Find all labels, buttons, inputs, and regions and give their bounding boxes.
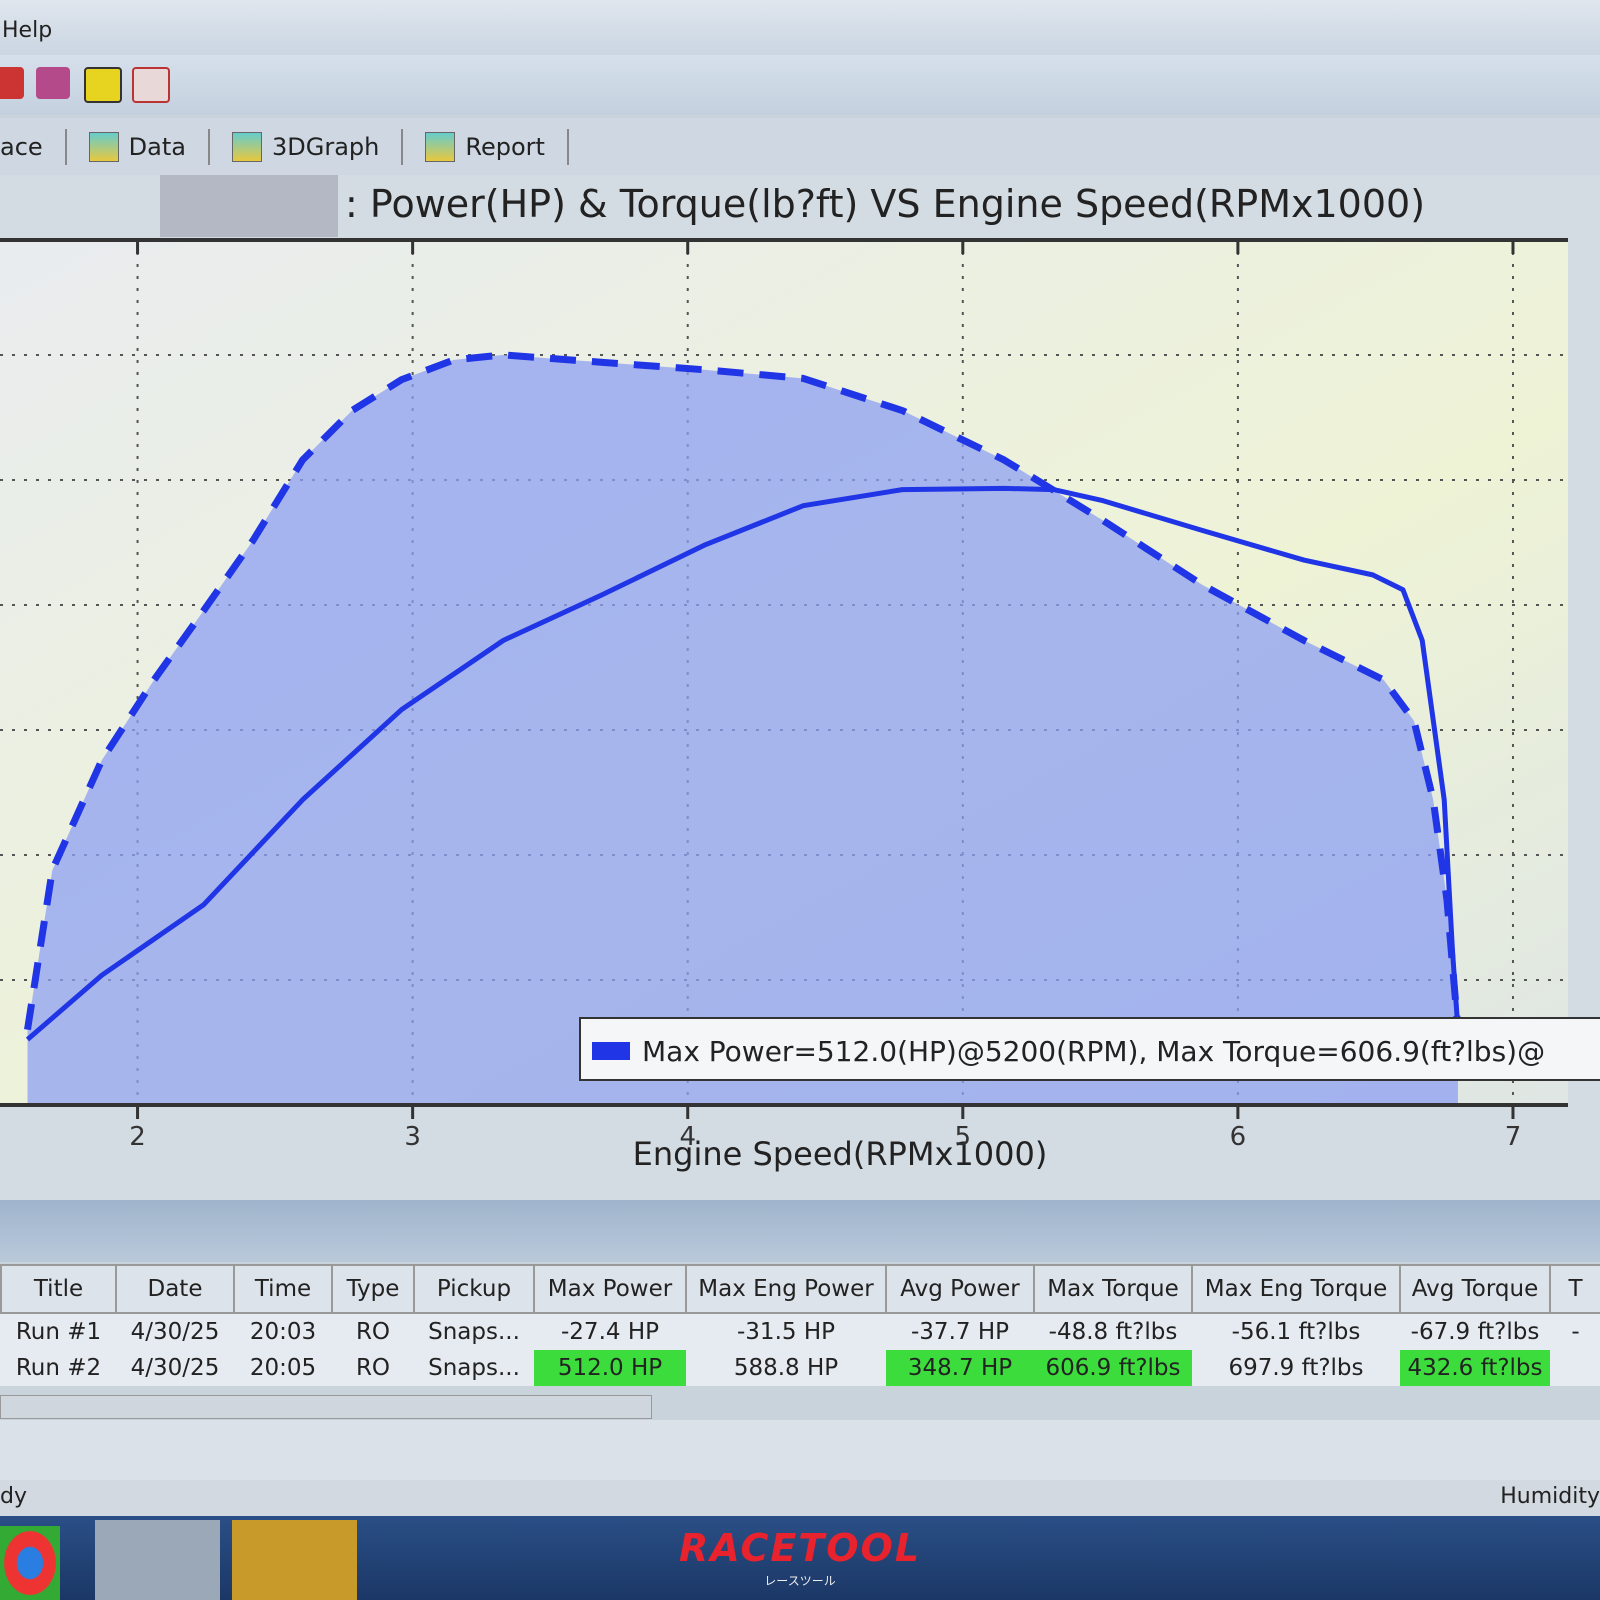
taskbar-app[interactable] (0, 1526, 60, 1600)
table-cell: RO (355, 1319, 391, 1345)
tool-icon[interactable] (36, 67, 70, 99)
redacted-box (160, 175, 338, 237)
area (27, 354, 1458, 1105)
table-cell: 432.6 ft?lbs (1400, 1350, 1550, 1386)
column-header[interactable]: Max Eng Torque (1191, 1264, 1401, 1314)
x-tick-label: 6 (1230, 1122, 1247, 1152)
taskbar (0, 1516, 1600, 1600)
table-cell: -48.8 ft?lbs (1048, 1319, 1178, 1345)
line (25, 485, 1461, 1042)
x-tick-label: 7 (1505, 1122, 1522, 1152)
table-cell: -67.9 ft?lbs (1410, 1319, 1540, 1345)
x-axis-label: Engine Speed(RPMx1000) (633, 1135, 1048, 1173)
column-header[interactable]: Date (115, 1264, 235, 1314)
table-cell: Snaps... (428, 1319, 520, 1345)
x-tick-label: 2 (129, 1122, 146, 1152)
legend-text: Max Power=512.0(HP)@5200(RPM), Max Torqu… (642, 1035, 1545, 1068)
tab[interactable]: ace (0, 129, 67, 165)
panel-divider (0, 1200, 1600, 1262)
column-header[interactable]: Pickup (413, 1264, 535, 1314)
x-tick-label: 3 (404, 1122, 421, 1152)
table-cell: - (1571, 1319, 1580, 1345)
empty-panel (0, 1420, 1600, 1480)
taskbar-app[interactable] (95, 1520, 220, 1600)
column-header[interactable]: Avg Power (885, 1264, 1035, 1314)
tab-label: 3DGraph (271, 133, 380, 161)
table-cell: 20:05 (249, 1355, 317, 1381)
tool-icon[interactable] (132, 67, 170, 103)
taskbar-app[interactable] (232, 1520, 357, 1600)
tool-icon[interactable] (84, 67, 122, 103)
tab-icon (88, 132, 119, 162)
table-cell: -31.5 HP (737, 1319, 835, 1345)
tab-label: Data (128, 133, 186, 161)
toolbar (0, 55, 1600, 115)
column-header[interactable]: Time (233, 1264, 333, 1314)
table-cell: 348.7 HP (886, 1350, 1034, 1386)
legend-box (579, 1017, 1600, 1081)
column-header[interactable]: Type (331, 1264, 415, 1314)
header-row: Title Date Time Type Pickup Max Power Max Eng … (0, 1264, 1600, 1314)
x-tick-label: 5 (955, 1122, 972, 1152)
status-text: Humidity (1500, 1484, 1600, 1509)
tab-icon (231, 132, 262, 162)
table-row[interactable]: Run #1 4/30/25 20:03 RO Snaps... -27.4 HP -31.… (1, 1313, 1600, 1350)
table-row[interactable]: Run #2 4/30/25 20:05 RO Snaps... 512.0 HP 588.… (1, 1350, 1600, 1386)
column-header[interactable]: Max Power (533, 1264, 687, 1314)
tab-label: ace (0, 133, 43, 161)
tab[interactable]: Report (403, 129, 569, 165)
table-cell: Run #2 (15, 1355, 102, 1381)
table-cell: 588.8 HP (733, 1355, 839, 1381)
table-cell: RO (355, 1355, 391, 1381)
column-header[interactable]: Avg Torque (1399, 1264, 1551, 1314)
table-cell: -27.4 HP (561, 1319, 659, 1345)
column-header[interactable]: Max Torque (1033, 1264, 1193, 1314)
watermark: RACETOOL (678, 1526, 922, 1570)
menu-bar: Help (0, 0, 1600, 55)
watermark-sub: レースツール (764, 1574, 836, 1588)
legend-swatch (592, 1042, 630, 1060)
table-cell: 697.9 ft?lbs (1228, 1355, 1364, 1381)
table-cell: 512.0 HP (534, 1350, 686, 1386)
x-tick-label: 4 (679, 1122, 696, 1152)
table-cell: -37.7 HP (911, 1319, 1009, 1345)
scrollbar[interactable] (0, 1395, 652, 1419)
status-bar: dy Humidity (0, 1480, 1600, 1516)
tab-label: Report (465, 133, 545, 161)
status-text: dy (0, 1484, 27, 1509)
table-cell (1550, 1350, 1600, 1386)
tool-icon[interactable] (0, 67, 24, 99)
column-header[interactable]: Title (0, 1264, 117, 1314)
table-cell: 4/30/25 (130, 1319, 220, 1345)
line (24, 351, 1462, 1031)
chart: : Power(HP) & Torque(lb?ft) VS Engine Sp… (0, 175, 1600, 1200)
table-cell: Run #1 (15, 1319, 102, 1345)
tab[interactable]: Data (67, 129, 210, 165)
menu-item[interactable]: Help (2, 18, 53, 43)
table-cell: 606.9 ft?lbs (1034, 1350, 1192, 1386)
table-cell: 4/30/25 (130, 1355, 220, 1381)
table-cell: -56.1 ft?lbs (1231, 1319, 1361, 1345)
tab-strip: ace Data 3DGraph Report (0, 118, 1600, 176)
results-table: Title Date Time Type Pickup Max Power Max Eng … (0, 1264, 1600, 1386)
column-header[interactable]: Max Eng Power (685, 1264, 887, 1314)
table-cell: Snaps... (428, 1355, 520, 1381)
column-header[interactable]: T (1549, 1264, 1600, 1314)
chart-title: : Power(HP) & Torque(lb?ft) VS Engine Sp… (345, 182, 1425, 226)
table-cell: 20:03 (249, 1319, 317, 1345)
tab[interactable]: 3DGraph (210, 129, 404, 165)
tab-icon (425, 132, 456, 162)
